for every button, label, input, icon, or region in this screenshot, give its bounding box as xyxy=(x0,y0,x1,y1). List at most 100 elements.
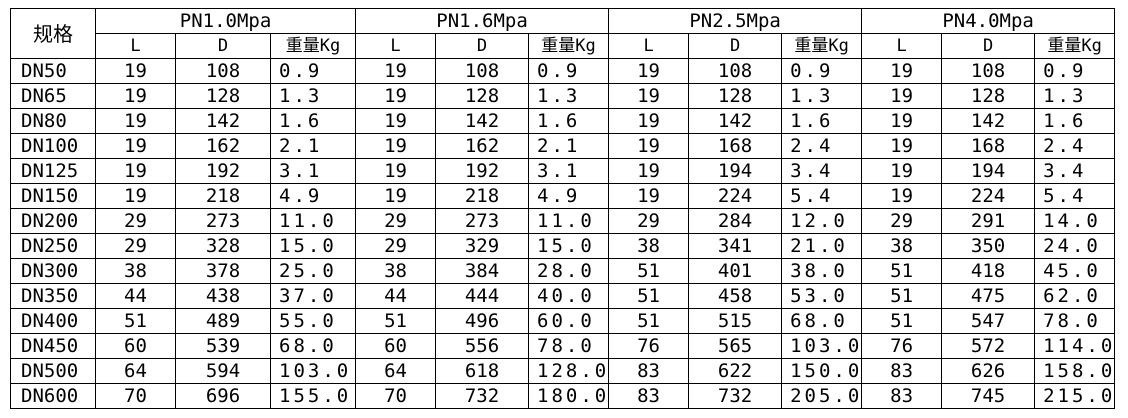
header-row: 规格 PN1.0Mpa PN1.6Mpa PN2.5Mpa PN4.0Mpa xyxy=(10,8,1116,59)
value-cell: 0.9 xyxy=(269,58,357,84)
value-cell: 150.0 xyxy=(781,358,863,384)
value-cell: 192 xyxy=(435,158,530,184)
value-cell: 2.4 xyxy=(781,133,863,159)
value-cell: 78.0 xyxy=(528,333,610,359)
size-cell: DN400 xyxy=(10,308,96,334)
value-cell: 162 xyxy=(175,133,271,159)
value-cell: 158.0 xyxy=(1034,358,1116,384)
value-cell: 83 xyxy=(861,358,943,384)
value-cell: 29 xyxy=(608,208,690,234)
value-cell: 83 xyxy=(608,383,690,409)
value-cell: 51 xyxy=(608,308,690,334)
value-cell: 341 xyxy=(688,233,783,259)
column-header: 重量Kg xyxy=(269,33,357,59)
value-cell: 51 xyxy=(861,308,943,334)
value-cell: 1.6 xyxy=(781,108,863,134)
column-header: D xyxy=(688,33,783,59)
value-cell: 142 xyxy=(688,108,783,134)
value-cell: 1.6 xyxy=(1034,108,1116,134)
value-cell: 128.0 xyxy=(528,358,610,384)
value-cell: 565 xyxy=(688,333,783,359)
value-cell: 11.0 xyxy=(528,208,610,234)
value-cell: 19 xyxy=(861,58,943,84)
value-cell: 15.0 xyxy=(528,233,610,259)
value-cell: 224 xyxy=(941,183,1036,209)
value-cell: 3.1 xyxy=(269,158,357,184)
value-cell: 162 xyxy=(435,133,530,159)
value-cell: 732 xyxy=(688,383,783,409)
value-cell: 51 xyxy=(355,308,437,334)
column-header: 重量Kg xyxy=(1034,33,1116,59)
value-cell: 38 xyxy=(355,258,437,284)
value-cell: 83 xyxy=(608,358,690,384)
value-cell: 2.1 xyxy=(528,133,610,159)
value-cell: 12.0 xyxy=(781,208,863,234)
group-header: PN2.5Mpa xyxy=(608,8,863,34)
value-cell: 76 xyxy=(608,333,690,359)
value-cell: 114.0 xyxy=(1034,333,1116,359)
value-cell: 284 xyxy=(688,208,783,234)
value-cell: 626 xyxy=(941,358,1036,384)
value-cell: 19 xyxy=(608,133,690,159)
value-cell: 29 xyxy=(355,233,437,259)
value-cell: 53.0 xyxy=(781,283,863,309)
data-row: DN250 29 328 15.0 29 329 15.0 38 341 21.0 38 350 24.… xyxy=(10,233,1116,259)
value-cell: 78.0 xyxy=(1034,308,1116,334)
value-cell: 192 xyxy=(175,158,271,184)
value-cell: 19 xyxy=(608,58,690,84)
size-cell: DN450 xyxy=(10,333,96,359)
value-cell: 108 xyxy=(688,58,783,84)
value-cell: 19 xyxy=(95,83,176,109)
value-cell: 76 xyxy=(861,333,943,359)
value-cell: 60 xyxy=(95,333,176,359)
value-cell: 215.0 xyxy=(1034,383,1116,409)
value-cell: 11.0 xyxy=(269,208,357,234)
value-cell: 37.0 xyxy=(269,283,357,309)
size-cell: DN500 xyxy=(10,358,96,384)
group-header: PN1.6Mpa xyxy=(355,8,610,34)
value-cell: 547 xyxy=(941,308,1036,334)
value-cell: 401 xyxy=(688,258,783,284)
size-cell: DN65 xyxy=(10,83,96,109)
value-cell: 108 xyxy=(941,58,1036,84)
group-header: PN1.0Mpa xyxy=(94,8,357,34)
column-header: L xyxy=(95,33,176,59)
value-cell: 28.0 xyxy=(528,258,610,284)
value-cell: 19 xyxy=(355,158,437,184)
value-cell: 38 xyxy=(608,233,690,259)
value-cell: 128 xyxy=(435,83,530,109)
value-cell: 3.4 xyxy=(1034,158,1116,184)
column-header: D xyxy=(175,33,271,59)
value-cell: 19 xyxy=(608,108,690,134)
value-cell: 83 xyxy=(861,383,943,409)
data-row: DN450 60 539 68.0 60 556 78.0 76 565 103.0 76 572 11… xyxy=(10,333,1116,359)
value-cell: 19 xyxy=(355,83,437,109)
value-cell: 618 xyxy=(435,358,530,384)
value-cell: 45.0 xyxy=(1034,258,1116,284)
value-cell: 51 xyxy=(861,283,943,309)
value-cell: 142 xyxy=(435,108,530,134)
value-cell: 224 xyxy=(688,183,783,209)
value-cell: 1.6 xyxy=(528,108,610,134)
value-cell: 40.0 xyxy=(528,283,610,309)
value-cell: 5.4 xyxy=(781,183,863,209)
value-cell: 60.0 xyxy=(528,308,610,334)
value-cell: 1.3 xyxy=(781,83,863,109)
value-cell: 194 xyxy=(688,158,783,184)
value-cell: 328 xyxy=(175,233,271,259)
value-cell: 19 xyxy=(95,133,176,159)
size-cell: DN300 xyxy=(10,258,96,284)
value-cell: 29 xyxy=(95,208,176,234)
value-cell: 108 xyxy=(175,58,271,84)
value-cell: 515 xyxy=(688,308,783,334)
value-cell: 168 xyxy=(941,133,1036,159)
value-cell: 291 xyxy=(941,208,1036,234)
value-cell: 19 xyxy=(355,183,437,209)
value-cell: 19 xyxy=(861,183,943,209)
value-cell: 496 xyxy=(435,308,530,334)
value-cell: 24.0 xyxy=(1034,233,1116,259)
value-cell: 475 xyxy=(941,283,1036,309)
value-cell: 732 xyxy=(435,383,530,409)
value-cell: 68.0 xyxy=(269,333,357,359)
